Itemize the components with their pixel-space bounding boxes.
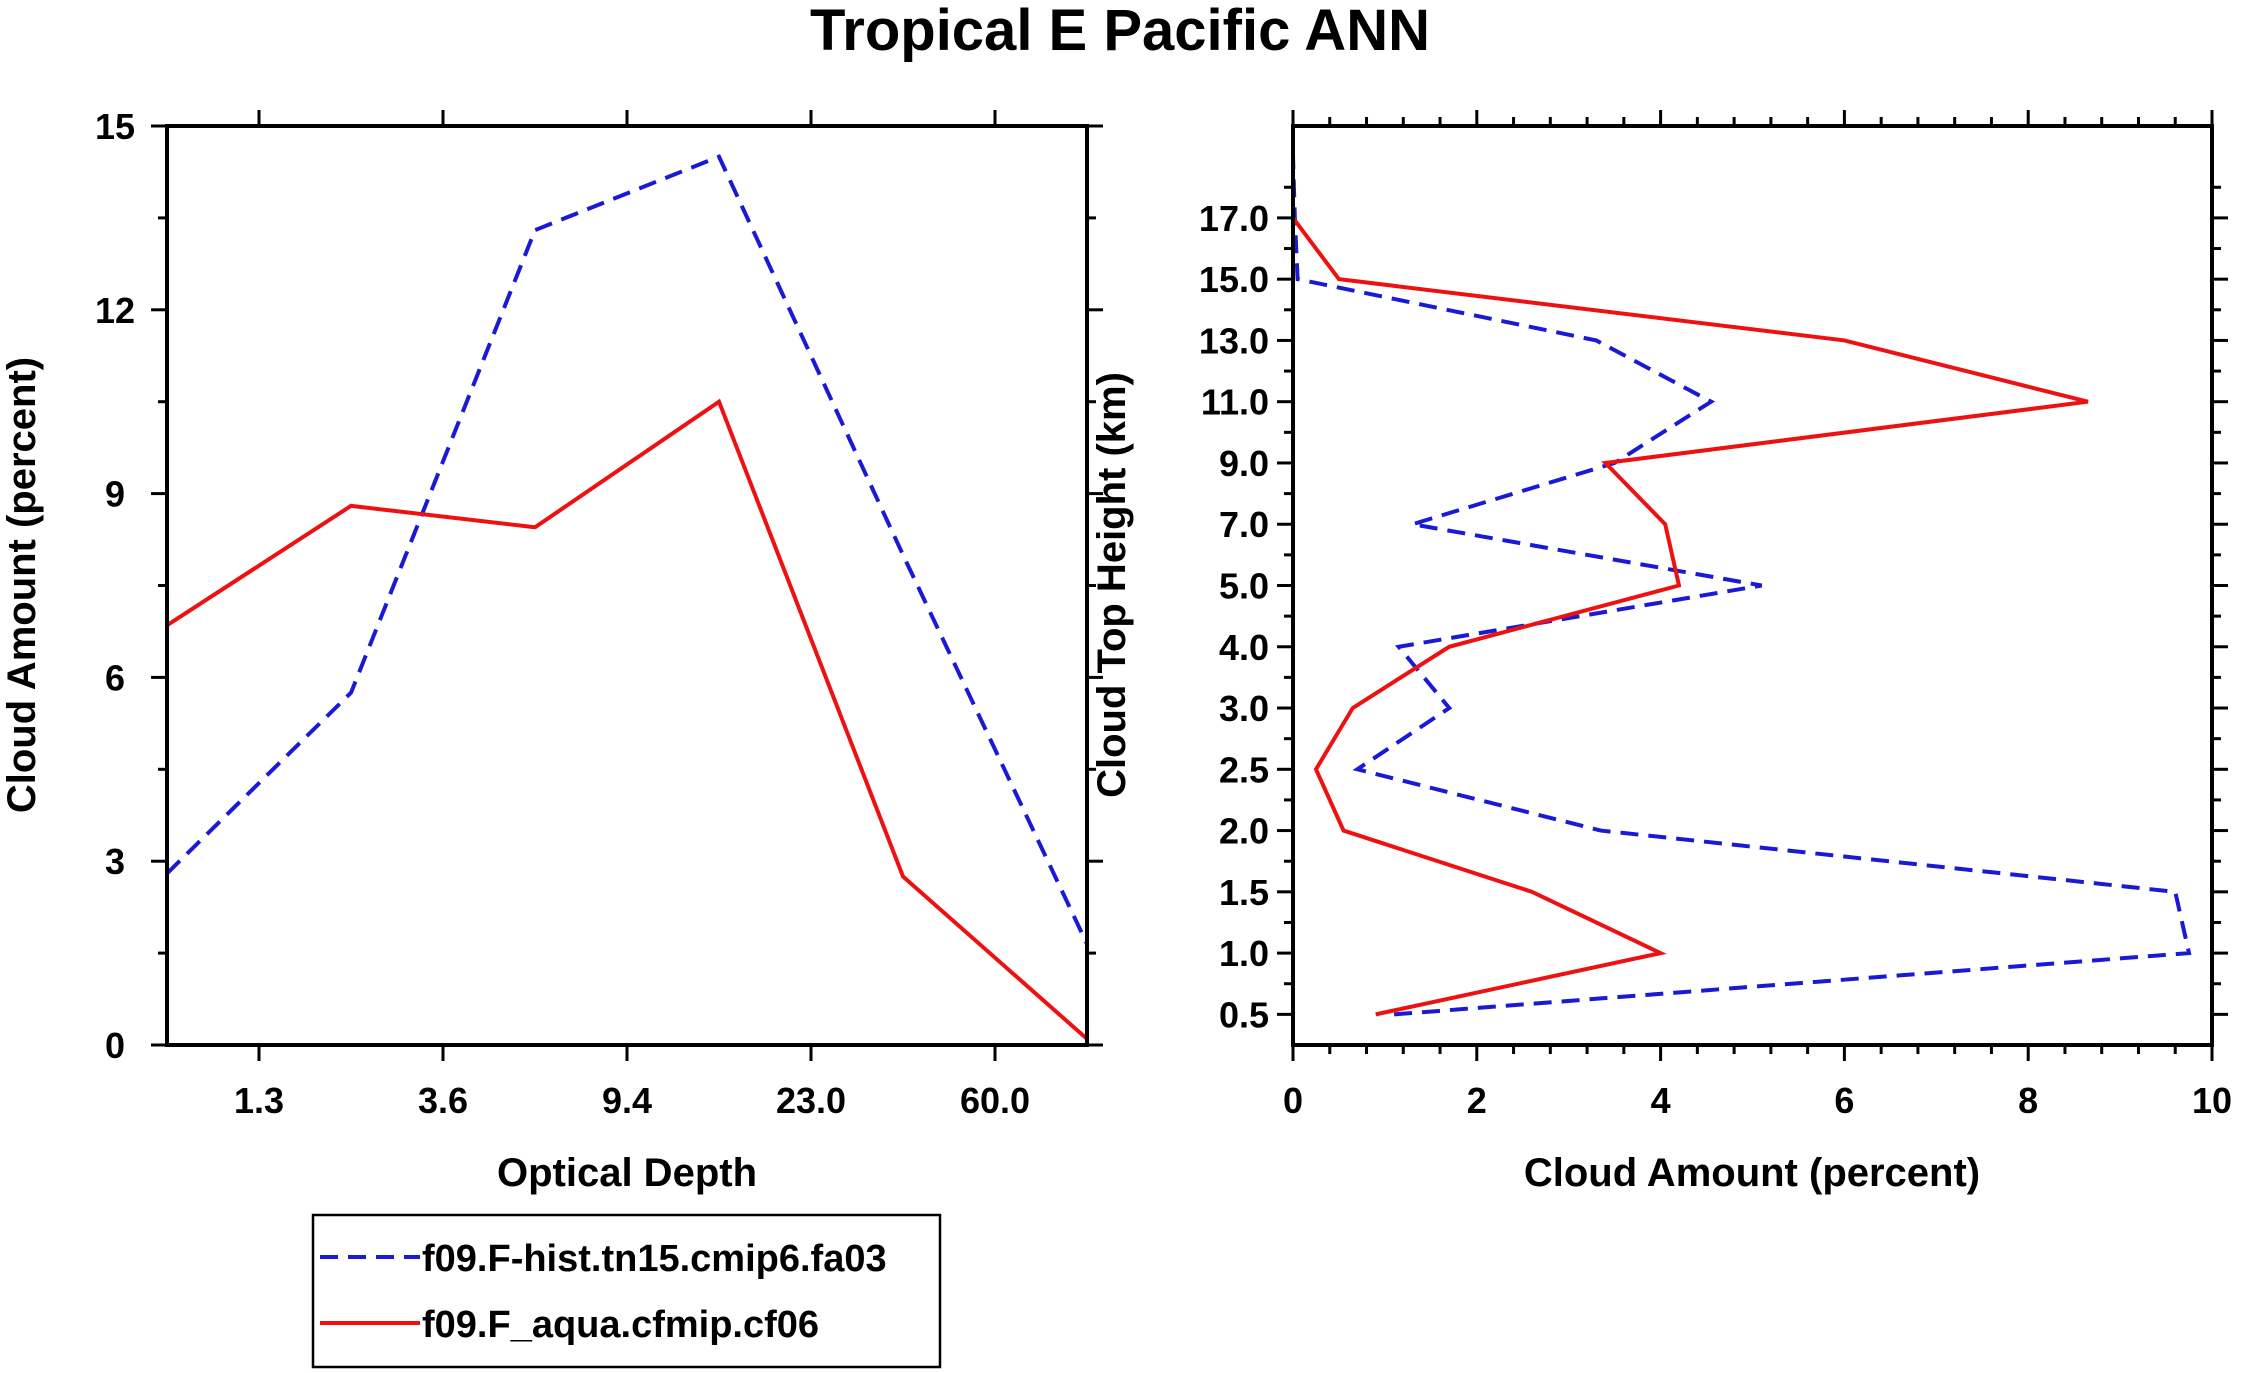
left-x-tick-label: 9.4 [602, 1080, 652, 1121]
left-x-tick-label: 60.0 [960, 1080, 1030, 1121]
left-x-tick-label: 1.3 [234, 1080, 284, 1121]
right-y-axis-label: Cloud Top Height (km) [1090, 372, 1134, 798]
left-y-tick-label: 6 [105, 657, 125, 698]
right-x-tick-label: 6 [1834, 1080, 1854, 1121]
right-y-tick-label: 5.0 [1219, 566, 1269, 607]
right-y-tick-label: 17.0 [1199, 198, 1269, 239]
right-y-tick-label: 0.5 [1219, 994, 1269, 1035]
left-series-line-2 [165, 398, 1089, 1041]
right-series-line-1 [1293, 156, 2192, 1017]
left-y-tick-label: 0 [105, 1025, 125, 1066]
right-y-tick-label: 2.0 [1219, 811, 1269, 852]
legend-label-model2: f09.F_aqua.cfmip.cf06 [422, 1304, 819, 1346]
left-x-tick-label: 3.6 [418, 1080, 468, 1121]
right-y-tick-label: 2.5 [1219, 749, 1269, 790]
figure-title: Tropical E Pacific ANN [810, 0, 1430, 63]
right-y-tick-label: 7.0 [1219, 504, 1269, 545]
right-y-tick-label: 11.0 [1201, 382, 1269, 423]
right-x-tick-label: 8 [2018, 1080, 2038, 1121]
right-x-axis-label: Cloud Amount (percent) [1524, 1151, 1980, 1195]
left-y-tick-label: 9 [105, 474, 125, 515]
left-plot-frame [165, 124, 1089, 1047]
right-ticks-layer: 0.5 1.0 1.5 2.0 2.5 3.0 4.0 5.0 7.0 9.0 11.0 13.0 15… [1199, 110, 2232, 1121]
left-series-layer [165, 154, 1089, 1041]
right-y-tick-label: 1.5 [1219, 872, 1269, 913]
left-x-axis-label: Optical Depth [497, 1151, 757, 1195]
right-y-tick-label: 3.0 [1219, 688, 1269, 729]
right-series-layer [1293, 156, 2192, 1017]
left-ticks-layer: 0 3 6 9 12 15 1.3 3.6 9.4 23.0 60.0 [95, 106, 1103, 1121]
legend-box [311, 1213, 942, 1369]
right-y-tick-label: 4.0 [1219, 627, 1269, 668]
right-x-tick-label: 10 [2192, 1080, 2232, 1121]
left-x-tick-label: 23.0 [776, 1080, 846, 1121]
legend: f09.F-hist.tn15.cmip6.fa03 f09.F_aqua.cf… [311, 1213, 942, 1369]
left-y-tick-label: 3 [105, 841, 125, 882]
right-y-tick-label: 13.0 [1199, 320, 1269, 361]
right-y-tick-label: 9.0 [1219, 443, 1269, 484]
left-y-axis-label: Cloud Amount (percent) [0, 357, 44, 813]
right-y-tick-label: 1.0 [1219, 933, 1269, 974]
right-chart: 0.5 1.0 1.5 2.0 2.5 3.0 4.0 5.0 7.0 9.0 11.0 13.0 15… [1090, 110, 2232, 1195]
left-y-tick-label: 12 [95, 290, 135, 331]
right-x-tick-label: 2 [1467, 1080, 1487, 1121]
right-x-tick-label: 0 [1283, 1080, 1303, 1121]
right-x-tick-label: 4 [1651, 1080, 1671, 1121]
left-series-line-1 [165, 154, 1089, 945]
left-gridless-area: 0 3 6 9 12 15 1.3 3.6 9.4 23.0 60.0 [95, 106, 1103, 1121]
left-y-tick-label: 15 [95, 106, 135, 147]
legend-label-model1: f09.F-hist.tn15.cmip6.fa03 [422, 1238, 887, 1280]
right-y-tick-label: 15.0 [1199, 259, 1269, 300]
right-series-line-2 [1293, 156, 2089, 1017]
